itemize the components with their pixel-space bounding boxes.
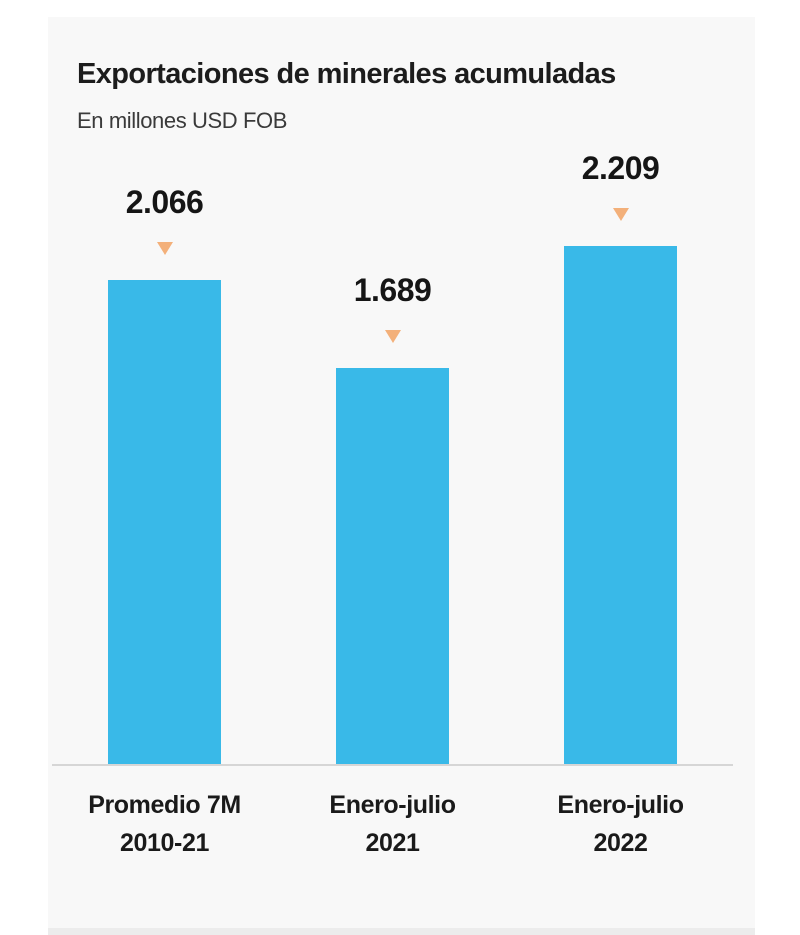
category-label: Enero-julio 2022 [511, 786, 731, 862]
bar-3 [564, 246, 677, 764]
panel-bottom-strip [48, 928, 755, 935]
x-axis-baseline [52, 764, 733, 766]
bar-1 [108, 280, 221, 764]
category-label-line: Promedio 7M [88, 791, 241, 819]
category-label-line: Enero-julio [557, 791, 684, 819]
category-label-line: 2022 [593, 829, 648, 857]
category-label: Enero-julio 2021 [283, 786, 503, 862]
bar-2 [336, 368, 449, 764]
category-label-line: Enero-julio [329, 791, 456, 819]
value-label: 1.689 [353, 272, 432, 308]
category-label-line: 2010-21 [120, 829, 209, 857]
category-label-line: 2021 [365, 829, 420, 857]
value-label: 2.209 [581, 150, 660, 186]
down-triangle-icon [612, 208, 629, 221]
down-triangle-icon [384, 330, 401, 343]
chart-subtitle: En millones USD FOB [77, 108, 288, 133]
value-label: 2.066 [125, 184, 204, 220]
category-label: Promedio 7M 2010-21 [55, 786, 275, 862]
chart-title: Exportaciones de minerales acumuladas [77, 58, 616, 90]
down-triangle-icon [156, 242, 173, 255]
